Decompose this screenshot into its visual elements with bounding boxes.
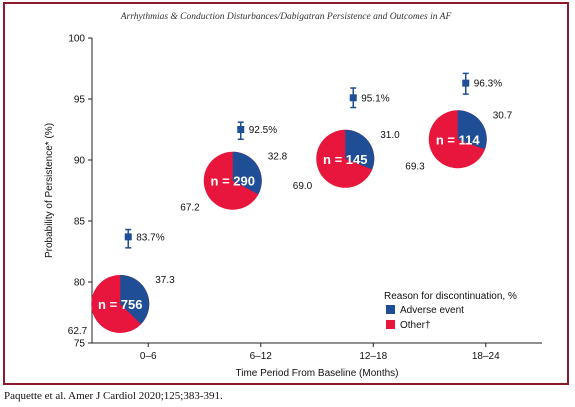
pie-slice-adverse xyxy=(457,110,487,150)
point-marker xyxy=(124,233,132,241)
persistence-point: 83.7% xyxy=(124,228,165,249)
pie-n-label: n = 114 xyxy=(436,132,480,147)
persistence-point: 92.5% xyxy=(237,121,277,141)
pie-n-label: n = 145 xyxy=(323,152,367,167)
pie-other-label: 67.2 xyxy=(180,203,200,214)
point-marker xyxy=(349,94,357,102)
pie-other-label: 69.0 xyxy=(293,181,313,192)
x-tick-label: 12–18 xyxy=(359,351,387,362)
y-tick-label: 100 xyxy=(68,34,85,45)
pie-adverse-label: 30.7 xyxy=(493,110,513,121)
point-value-label: 95.1% xyxy=(361,93,389,104)
x-tick-label: 6–12 xyxy=(250,351,273,362)
journal-header: Arrhythmias & Conduction Disturbances/Da… xyxy=(120,12,452,22)
pie-adverse-label: 37.3 xyxy=(155,275,175,286)
legend-title: Reason for discontinuation, % xyxy=(384,291,517,302)
pie-chart: n = 756 37.3 62.7 xyxy=(68,274,175,337)
persistence-point: 96.3% xyxy=(462,72,502,95)
y-tick-label: 75 xyxy=(74,339,86,350)
y-tick-label: 90 xyxy=(74,156,86,167)
persistence-points: 83.7% 92.5% 95.1% 96.3% xyxy=(124,72,502,249)
pie-adverse-label: 31.0 xyxy=(380,130,400,141)
pie-markers: n = 756 37.3 62.7 n = 290 32.8 67.2 n = 145 31.… xyxy=(68,110,513,337)
pie-chart: n = 145 31.0 69.0 xyxy=(293,129,400,192)
y-tick-label: 80 xyxy=(74,278,86,289)
pie-slice-adverse xyxy=(232,151,262,195)
x-tick-label: 18–24 xyxy=(472,351,500,362)
persistence-point: 95.1% xyxy=(349,87,390,109)
point-marker xyxy=(237,126,245,133)
citation: Paquette et al. Amer J Cardiol 2020;125;… xyxy=(4,390,223,402)
legend-swatch-other xyxy=(386,320,395,329)
legend-label-other: Other† xyxy=(400,320,431,331)
pie-chart: n = 114 30.7 69.3 xyxy=(405,110,513,172)
y-tick-label: 95 xyxy=(74,95,86,106)
legend-swatch-adverse xyxy=(386,305,395,314)
pie-n-label: n = 290 xyxy=(211,174,255,189)
pie-slice-adverse xyxy=(345,129,375,170)
legend: Reason for discontinuation, % Adverse ev… xyxy=(384,291,517,331)
chart-axes: 75 80 85 90 95 100 0–6 6–12 12–18 18–24 Probabil… xyxy=(44,34,542,379)
point-value-label: 96.3% xyxy=(474,79,502,90)
y-ticks: 75 80 85 90 95 100 xyxy=(68,34,92,350)
legend-label-adverse: Adverse event xyxy=(400,305,464,316)
pie-slice-adverse xyxy=(120,274,150,325)
pie-n-label: n = 756 xyxy=(98,297,142,312)
point-value-label: 92.5% xyxy=(249,125,277,136)
pie-adverse-label: 32.8 xyxy=(268,152,288,163)
pie-other-label: 62.7 xyxy=(68,326,88,337)
point-value-label: 83.7% xyxy=(136,232,164,243)
x-axis-label: Time Period From Baseline (Months) xyxy=(235,368,398,379)
y-tick-label: 85 xyxy=(74,217,86,228)
y-axis-label: Probability of Persistence* (%) xyxy=(44,123,55,258)
pie-other-label: 69.3 xyxy=(405,161,425,172)
pie-chart: n = 290 32.8 67.2 xyxy=(180,151,288,214)
point-marker xyxy=(462,79,470,87)
x-ticks: 0–6 6–12 12–18 18–24 xyxy=(140,343,500,362)
x-tick-label: 0–6 xyxy=(140,351,157,362)
